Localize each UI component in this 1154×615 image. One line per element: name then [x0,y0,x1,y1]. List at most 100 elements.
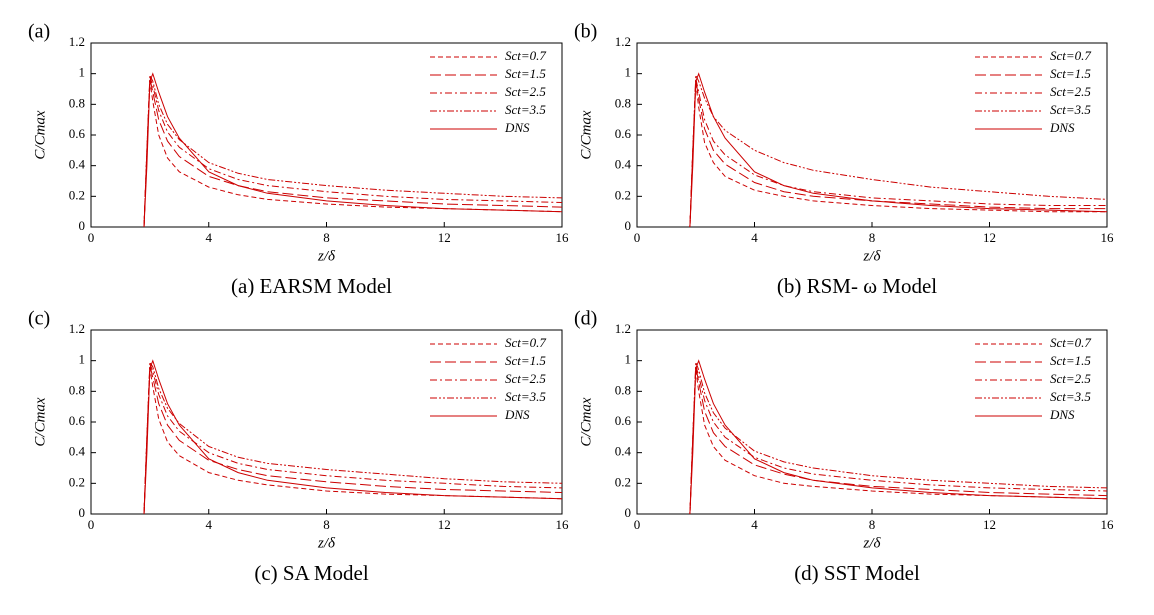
y-tick-label: 1.2 [69,34,85,49]
data-line [143,360,563,515]
data-line [143,368,563,515]
legend-label: Sct=3.5 [505,102,546,117]
x-tick-label: 16 [556,230,570,245]
x-tick-label: 0 [88,230,95,245]
y-tick-label: 0 [625,505,632,520]
legend-label: Sct=1.5 [505,353,546,368]
y-tick-label: 0.2 [69,474,85,489]
y-tick-label: 0.6 [615,126,632,141]
x-tick-label: 12 [438,230,451,245]
data-line [689,78,1107,228]
data-line [689,365,1108,515]
x-axis-label: z/δ [317,535,336,551]
x-tick-label: 16 [1101,230,1115,245]
y-tick-label: 0.4 [69,157,86,172]
x-tick-label: 8 [869,517,876,532]
data-line [689,366,1108,515]
panel-label: (d) [574,308,597,330]
data-line [689,369,1108,515]
data-line [689,72,1108,228]
y-tick-label: 0.6 [69,413,86,428]
x-tick-label: 12 [983,517,996,532]
x-tick-label: 8 [323,517,330,532]
x-tick-label: 4 [206,517,213,532]
legend-label: Sct=2.5 [505,84,546,99]
data-line [143,76,563,228]
x-axis-label: z/δ [317,248,336,264]
panel-label: (c) [28,308,50,330]
y-tick-label: 1 [625,65,632,80]
legend-label: DNS [504,120,530,135]
legend-label: Sct=2.5 [1050,84,1091,99]
legend-label: Sct=0.7 [1050,335,1091,350]
legend-label: Sct=0.7 [1050,48,1091,63]
y-tick-label: 0 [79,505,86,520]
legend-label: Sct=3.5 [1050,389,1091,404]
data-line [689,362,1108,515]
y-tick-label: 1.2 [69,321,85,336]
x-tick-label: 8 [323,230,330,245]
panel-caption: (c) SA Model [254,561,368,585]
y-tick-label: 0.8 [615,382,631,397]
y-tick-label: 0.6 [615,413,632,428]
legend-label: DNS [504,407,530,422]
x-tick-label: 0 [634,230,641,245]
plot-frame [90,42,563,228]
y-tick-label: 1.2 [615,321,631,336]
y-tick-label: 0.2 [615,187,631,202]
y-tick-label: 0.8 [615,95,631,110]
legend-label: DNS [1049,120,1075,135]
data-line [143,365,563,515]
data-line [143,78,563,228]
panel-caption: (d) SST Model [794,561,920,585]
y-axis-label: C/Cmax [578,397,594,447]
legend-label: Sct=2.5 [1050,371,1091,386]
y-tick-label: 0 [625,218,632,233]
legend-label: Sct=3.5 [505,389,546,404]
y-tick-label: 1 [79,352,86,367]
y-axis-label: C/Cmax [32,110,48,160]
data-line [689,79,1107,228]
x-axis-label: z/δ [863,535,882,551]
data-line [143,363,563,515]
legend-label: Sct=1.5 [1050,66,1091,81]
x-tick-label: 12 [438,517,451,532]
y-tick-label: 0.8 [69,95,85,110]
y-tick-label: 1 [79,65,86,80]
x-tick-label: 0 [88,517,95,532]
x-tick-label: 8 [869,230,876,245]
x-axis-label: z/δ [863,248,882,264]
y-axis-label: C/Cmax [578,110,594,160]
panel-caption: (b) RSM- ω Model [777,274,937,298]
y-tick-label: 0.4 [615,444,632,459]
legend-label: Sct=0.7 [505,335,546,350]
y-tick-label: 0.2 [615,474,631,489]
y-tick-label: 0 [79,218,86,233]
x-tick-label: 4 [206,230,213,245]
y-tick-label: 0.4 [69,444,86,459]
data-line [689,82,1107,228]
y-tick-label: 0.2 [69,187,85,202]
plot-frame [636,329,1108,515]
plot-frame [90,329,563,515]
y-tick-label: 1.2 [615,34,631,49]
data-line [143,72,563,228]
data-line [689,74,1108,228]
x-tick-label: 0 [634,517,641,532]
data-line [143,359,563,515]
data-line [143,74,563,228]
panel-label: (b) [574,21,597,43]
y-tick-label: 0.8 [69,382,85,397]
panel-label: (a) [28,21,50,43]
legend-label: Sct=0.7 [505,48,546,63]
x-tick-label: 16 [556,517,570,532]
data-line [689,359,1108,515]
y-tick-label: 1 [625,352,632,367]
x-tick-label: 16 [1101,517,1115,532]
x-tick-label: 4 [751,230,758,245]
legend-label: Sct=1.5 [1050,353,1091,368]
panel-caption: (a) EARSM Model [231,274,392,298]
data-line [143,81,563,228]
x-tick-label: 12 [983,230,996,245]
